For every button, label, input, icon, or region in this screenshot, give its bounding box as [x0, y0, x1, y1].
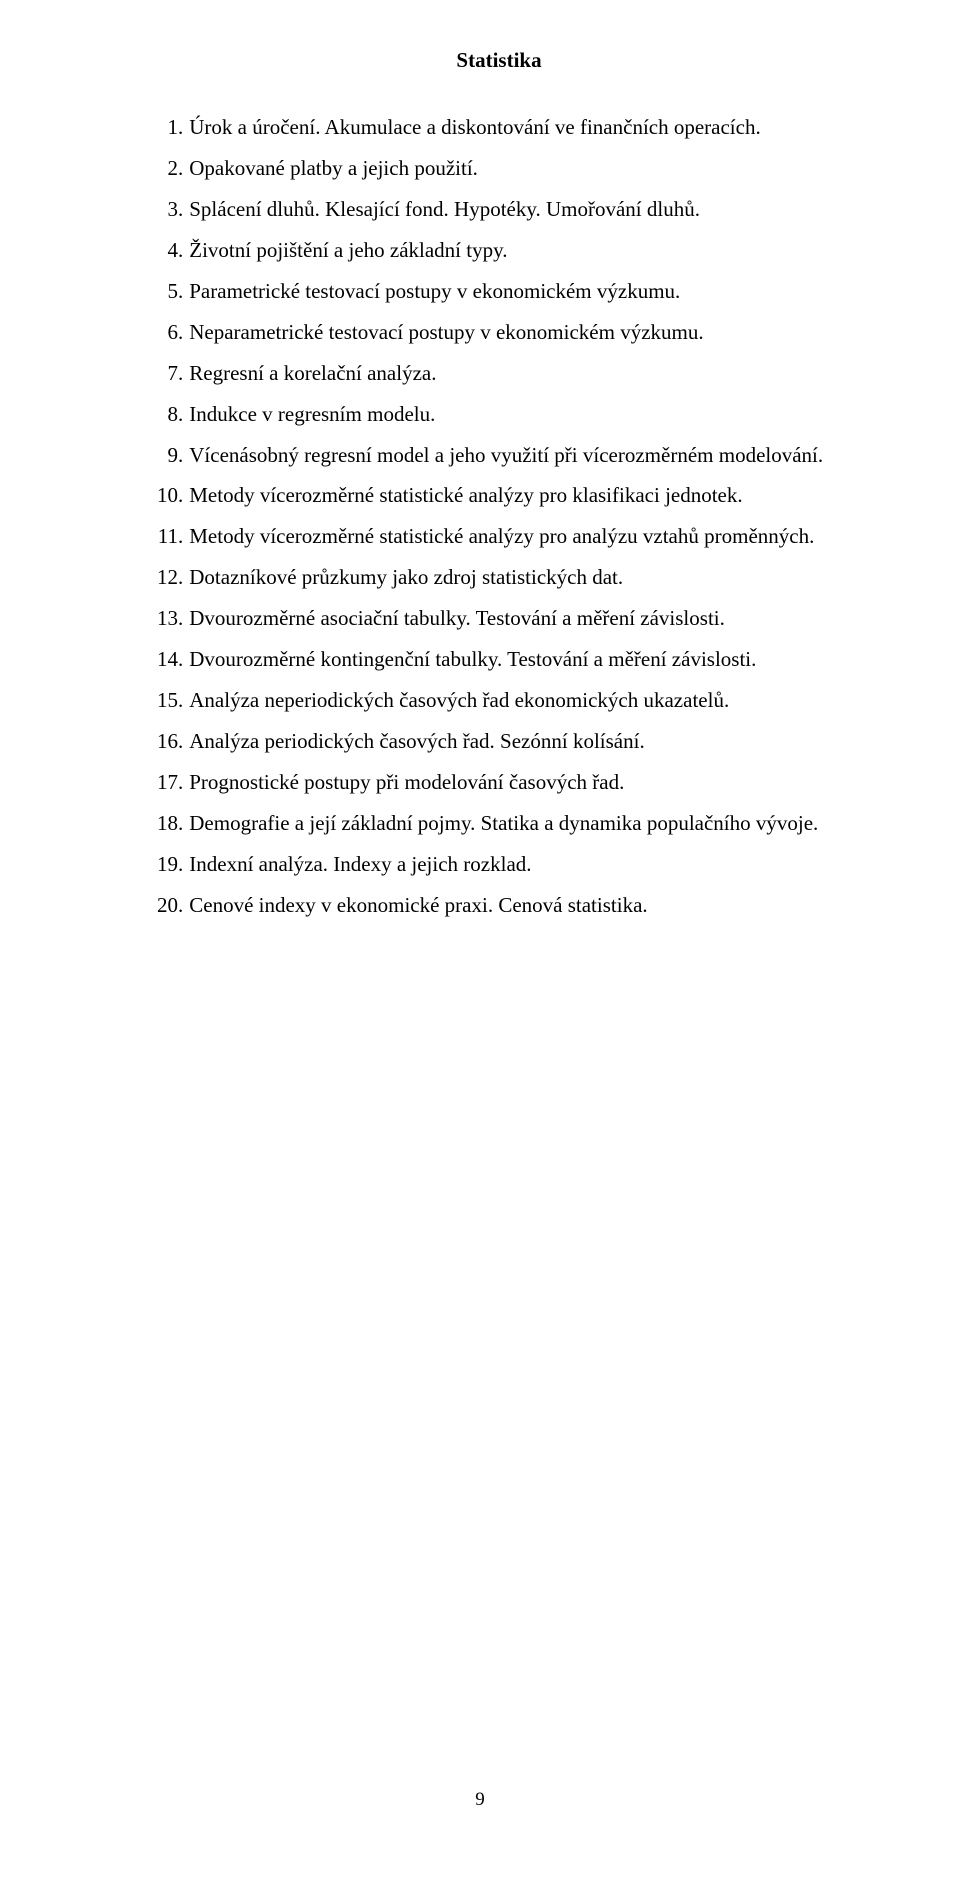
list-item: 1. Úrok a úročení. Akumulace a diskontov…: [148, 107, 850, 148]
list-item: 19. Indexní analýza. Indexy a jejich roz…: [148, 844, 850, 885]
list-item: 14. Dvourozměrné kontingenční tabulky. T…: [148, 639, 850, 680]
item-number: 8: [148, 394, 178, 435]
item-text: Dotazníkové průzkumy jako zdroj statisti…: [183, 557, 623, 598]
list-item: 18. Demografie a její základní pojmy. St…: [148, 803, 850, 844]
item-text: Opakované platby a jejich použití.: [183, 148, 478, 189]
item-text: Cenové indexy v ekonomické praxi. Cenová…: [183, 885, 647, 926]
item-number: 12: [148, 557, 178, 598]
list-item: 16. Analýza periodických časových řad. S…: [148, 721, 850, 762]
list-item: 4. Životní pojištění a jeho základní typ…: [148, 230, 850, 271]
item-number: 4: [148, 230, 178, 271]
item-text: Demografie a její základní pojmy. Statik…: [183, 803, 818, 844]
item-text: Regresní a korelační analýza.: [183, 353, 436, 394]
item-text: Vícenásobný regresní model a jeho využit…: [183, 435, 823, 476]
item-number: 20: [148, 885, 178, 926]
item-text: Životní pojištění a jeho základní typy.: [183, 230, 507, 271]
item-number: 3: [148, 189, 178, 230]
item-number: 7: [148, 353, 178, 394]
document-page: Statistika 1. Úrok a úročení. Akumulace …: [0, 0, 960, 1881]
list-item: 9. Vícenásobný regresní model a jeho vyu…: [148, 435, 850, 476]
item-text: Indexní analýza. Indexy a jejich rozklad…: [183, 844, 531, 885]
item-text: Prognostické postupy při modelování časo…: [183, 762, 624, 803]
item-text: Parametrické testovací postupy v ekonomi…: [183, 271, 680, 312]
list-item: 2. Opakované platby a jejich použití.: [148, 148, 850, 189]
item-text: Dvourozměrné asociační tabulky. Testován…: [183, 598, 725, 639]
list-item: 10. Metody vícerozměrné statistické anal…: [148, 475, 850, 516]
item-text: Metody vícerozměrné statistické analýzy …: [183, 516, 814, 557]
list-item: 6. Neparametrické testovací postupy v ek…: [148, 312, 850, 353]
item-text: Úrok a úročení. Akumulace a diskontování…: [183, 107, 760, 148]
item-number: 15: [148, 680, 178, 721]
list-item: 11. Metody vícerozměrné statistické anal…: [148, 516, 850, 557]
item-number: 6: [148, 312, 178, 353]
item-number: 13: [148, 598, 178, 639]
page-number: 9: [0, 1789, 960, 1811]
page-title: Statistika: [148, 48, 850, 73]
item-text: Metody vícerozměrné statistické analýzy …: [183, 475, 742, 516]
numbered-list: 1. Úrok a úročení. Akumulace a diskontov…: [148, 107, 850, 926]
item-number: 19: [148, 844, 178, 885]
item-number: 18: [148, 803, 178, 844]
item-number: 5: [148, 271, 178, 312]
item-text: Indukce v regresním modelu.: [183, 394, 435, 435]
item-number: 1: [148, 107, 178, 148]
item-text: Splácení dluhů. Klesající fond. Hypotéky…: [183, 189, 700, 230]
item-number: 16: [148, 721, 178, 762]
list-item: 17. Prognostické postupy při modelování …: [148, 762, 850, 803]
list-item: 7. Regresní a korelační analýza.: [148, 353, 850, 394]
list-item: 13. Dvourozměrné asociační tabulky. Test…: [148, 598, 850, 639]
list-item: 5. Parametrické testovací postupy v ekon…: [148, 271, 850, 312]
item-number: 2: [148, 148, 178, 189]
item-number: 9: [148, 435, 178, 476]
list-item: 8. Indukce v regresním modelu.: [148, 394, 850, 435]
list-item: 20. Cenové indexy v ekonomické praxi. Ce…: [148, 885, 850, 926]
item-number: 14: [148, 639, 178, 680]
list-item: 15. Analýza neperiodických časových řad …: [148, 680, 850, 721]
item-number: 17: [148, 762, 178, 803]
item-text: Analýza periodických časových řad. Sezón…: [183, 721, 644, 762]
item-text: Dvourozměrné kontingenční tabulky. Testo…: [183, 639, 756, 680]
item-text: Neparametrické testovací postupy v ekono…: [183, 312, 703, 353]
item-number: 10: [148, 475, 178, 516]
list-item: 3. Splácení dluhů. Klesající fond. Hypot…: [148, 189, 850, 230]
list-item: 12. Dotazníkové průzkumy jako zdroj stat…: [148, 557, 850, 598]
item-text: Analýza neperiodických časových řad ekon…: [183, 680, 729, 721]
item-number: 11: [148, 516, 178, 557]
